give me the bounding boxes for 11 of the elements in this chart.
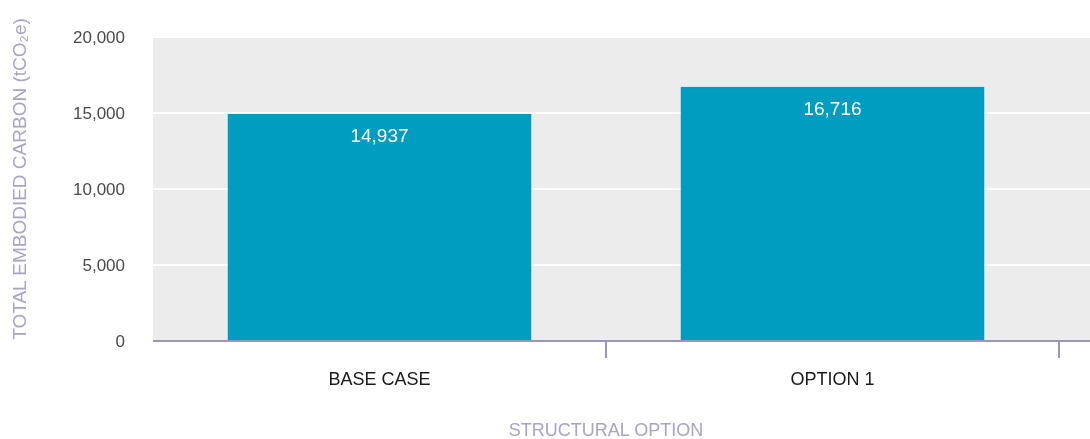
y-tick-label: 15,000 bbox=[73, 103, 125, 123]
data-label: 14,937 bbox=[350, 124, 409, 146]
x-axis-title: STRUCTURAL OPTION bbox=[508, 420, 704, 439]
y-axis-title: TOTAL EMBODIED CARBON (tCO₂e) bbox=[9, 18, 30, 340]
y-tick-label: 5,000 bbox=[82, 255, 125, 275]
y-tick-label: 10,000 bbox=[73, 179, 125, 199]
data-label: 16,716 bbox=[803, 97, 862, 119]
x-tick-label: OPTION 1 bbox=[790, 369, 875, 389]
y-tick-label: 20,000 bbox=[73, 27, 125, 47]
y-tick-label: 0 bbox=[115, 331, 125, 351]
x-tick-label: BASE CASE bbox=[328, 369, 431, 389]
